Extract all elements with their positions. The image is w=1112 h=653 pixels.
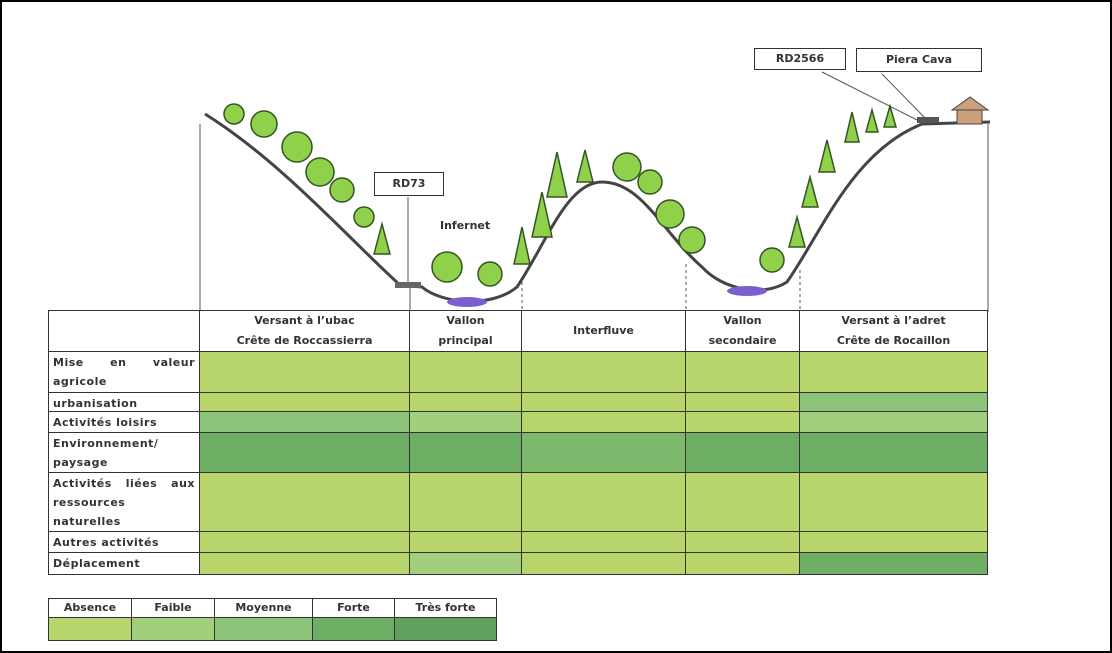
row-label: Activités liées aux ressources naturelle… xyxy=(48,473,200,532)
intensity-cell xyxy=(200,412,410,433)
column-header-line: Crête de Roccassierra xyxy=(237,331,373,351)
legend-swatch xyxy=(132,618,215,641)
rd73-label: RD73 xyxy=(374,172,444,196)
legend-label: Forte xyxy=(313,598,395,618)
intensity-cell xyxy=(522,352,686,393)
intensity-cell xyxy=(522,553,686,575)
intensity-cell xyxy=(686,352,800,393)
intensity-cell xyxy=(686,412,800,433)
intensity-cell xyxy=(200,352,410,393)
legend-swatch xyxy=(215,618,313,641)
intensity-cell xyxy=(410,393,522,412)
table-corner xyxy=(48,310,200,352)
legend-label: Très forte xyxy=(395,598,497,618)
legend-swatch xyxy=(313,618,395,641)
rd2566-label: RD2566 xyxy=(754,48,846,70)
intensity-cell xyxy=(800,532,988,553)
intensity-cell xyxy=(800,412,988,433)
intensity-cell xyxy=(200,393,410,412)
infernet-label: Infernet xyxy=(440,219,490,232)
piera-cava-label: Piera Cava xyxy=(856,48,982,72)
legend-swatch xyxy=(395,618,497,641)
row-label: Environnement/ paysage xyxy=(48,433,200,473)
intensity-cell xyxy=(686,433,800,473)
row-label: Déplacement xyxy=(48,553,200,575)
intensity-cell xyxy=(686,393,800,412)
intensity-cell xyxy=(800,433,988,473)
legend-label: Absence xyxy=(48,598,132,618)
column-header-line: Interfluve xyxy=(573,321,634,341)
intensity-cell xyxy=(522,412,686,433)
intensity-cell xyxy=(410,532,522,553)
intensity-cell xyxy=(522,393,686,412)
intensity-cell xyxy=(522,433,686,473)
intensity-cell xyxy=(686,473,800,532)
column-header-line: Versant à l’adret xyxy=(841,311,945,331)
intensity-cell xyxy=(800,352,988,393)
intensity-cell xyxy=(800,553,988,575)
row-label: urbanisation xyxy=(48,393,200,412)
intensity-cell xyxy=(800,393,988,412)
intensity-cell xyxy=(522,532,686,553)
column-header-line: Vallon xyxy=(446,311,484,331)
intensity-cell xyxy=(800,473,988,532)
intensity-cell xyxy=(686,532,800,553)
intensity-cell xyxy=(200,473,410,532)
legend-swatch xyxy=(48,618,132,641)
row-label: Activités loisirs xyxy=(48,412,200,433)
row-label: Mise en valeur agricole xyxy=(48,352,200,393)
intensity-cell xyxy=(200,532,410,553)
legend-label: Faible xyxy=(132,598,215,618)
intensity-cell xyxy=(200,553,410,575)
column-header-line: secondaire xyxy=(709,331,777,351)
intensity-cell xyxy=(410,553,522,575)
intensity-cell xyxy=(686,553,800,575)
intensity-cell xyxy=(200,433,410,473)
intensity-cell xyxy=(410,352,522,393)
legend-label: Moyenne xyxy=(215,598,313,618)
column-header-line: Versant à l’ubac xyxy=(254,311,355,331)
column-header-line: principal xyxy=(438,331,492,351)
intensity-cell xyxy=(410,473,522,532)
column-header-line: Crête de Rocaillon xyxy=(837,331,950,351)
column-header: Interfluve xyxy=(522,310,686,352)
column-header-line: Vallon xyxy=(723,311,761,331)
intensity-cell xyxy=(410,412,522,433)
row-label: Autres activités xyxy=(48,532,200,553)
intensity-cell xyxy=(522,473,686,532)
page: Infernet RD73 RD2566 Piera Cava Versant … xyxy=(0,0,1112,653)
intensity-cell xyxy=(410,433,522,473)
